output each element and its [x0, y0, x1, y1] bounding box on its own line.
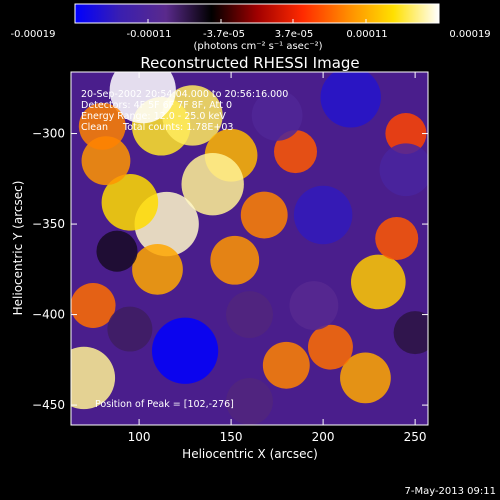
heatmap-blob	[107, 306, 153, 352]
y-axis-label: Heliocentric Y (arcsec)	[11, 181, 25, 316]
heatmap-blob	[375, 217, 419, 261]
heatmap-blob	[226, 378, 273, 425]
heatmap-blob	[320, 72, 381, 128]
colorbar-tick-label: -0.00011	[127, 29, 172, 40]
colorbar-tick-label: 0.00019	[449, 29, 490, 40]
observation-time: 20-Sep-2002 20:54:04.000 to 20:56:16.000	[81, 89, 288, 100]
detectors-info: Detectors: 4F 5F 6F 7F 8F, Att 0	[81, 100, 232, 111]
heatmap-blob	[262, 341, 310, 389]
heatmap-blob	[71, 283, 116, 328]
colorbar-ticks	[74, 19, 440, 23]
heatmap-blob	[293, 185, 353, 245]
y-tick-label: −450	[32, 398, 65, 412]
heatmap-blob	[109, 72, 176, 124]
heatmap-blob	[385, 113, 427, 155]
heatmap-blob	[340, 352, 391, 404]
x-axis-label: Heliocentric X (arcsec)	[182, 447, 318, 461]
colorbar	[74, 3, 440, 24]
colorbar-tick-label: -0.00019	[11, 29, 56, 40]
colorbar-units: (photons cm⁻² s⁻¹ asec⁻²)	[193, 41, 322, 52]
plot-title: Reconstructed RHESSI Image	[140, 54, 359, 72]
heatmap-blob	[240, 191, 288, 239]
y-tick-label: −400	[32, 308, 65, 322]
x-tick-label: 100	[128, 430, 151, 444]
heatmap-blob	[251, 90, 303, 141]
heatmap-blob	[226, 291, 273, 339]
heatmap-blob	[379, 143, 428, 197]
heatmap-blob	[71, 346, 116, 410]
y-tick-label: −300	[32, 127, 65, 141]
heatmap-blob	[307, 324, 353, 370]
heatmap-blob	[351, 254, 406, 310]
heatmap-blob	[101, 174, 159, 231]
plot-axes	[70, 71, 429, 426]
clean-total-counts: Clean Total counts: 1.78E+03	[81, 122, 233, 133]
heatmap-blob	[210, 235, 260, 285]
heatmap-blob	[81, 136, 131, 186]
heatmap-blob	[78, 102, 126, 150]
heatmap-blob	[96, 230, 138, 272]
footer-date: 7-May-2013 09:11	[404, 486, 496, 497]
y-tick-label: −350	[32, 217, 65, 231]
peak-position: Position of Peak = [102,-276]	[95, 399, 234, 410]
colorbar-tick-label: 0.00011	[346, 29, 387, 40]
colorbar-tick-label: 3.7e-05	[275, 29, 313, 40]
heatmap-blob	[393, 311, 428, 355]
heatmap-blob	[132, 243, 183, 295]
heatmap-blob	[274, 130, 318, 174]
heatmap-blob	[181, 153, 244, 216]
heatmap-blob	[162, 85, 223, 146]
x-tick-label: 150	[220, 430, 243, 444]
heatmap-blob	[151, 317, 219, 384]
heatmap-blob	[289, 281, 339, 330]
heatmap-image	[71, 72, 428, 425]
colorbar-tick-label: -3.7e-05	[203, 29, 245, 40]
x-tick-label: 200	[312, 430, 335, 444]
x-tick-label: 250	[404, 430, 427, 444]
energy-range: Energy Range: 12.0 - 25.0 keV	[81, 111, 226, 122]
